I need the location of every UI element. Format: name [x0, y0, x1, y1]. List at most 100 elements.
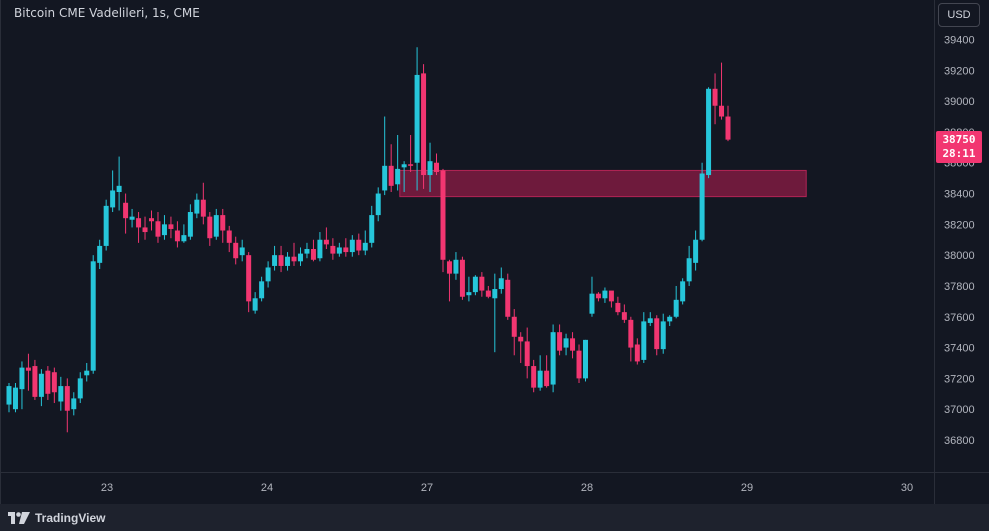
candle-body	[207, 216, 213, 239]
currency-button[interactable]: USD	[938, 3, 980, 27]
candle-body	[434, 162, 440, 172]
candle-body	[226, 230, 232, 243]
candle	[654, 315, 660, 356]
candle-body	[64, 386, 70, 411]
candle	[647, 312, 653, 327]
candle-body	[544, 370, 550, 387]
candle-body	[615, 302, 621, 313]
candle	[291, 242, 297, 266]
candle-body	[466, 292, 472, 296]
tradingview-logo[interactable]: TradingView	[8, 511, 105, 525]
candle	[699, 162, 705, 242]
candle	[563, 333, 569, 356]
candle	[712, 73, 718, 125]
candle-body	[725, 116, 731, 140]
candle	[155, 212, 161, 243]
candle	[226, 225, 232, 253]
candle	[200, 182, 206, 225]
candle	[64, 378, 70, 433]
candle	[343, 238, 349, 257]
candle	[472, 275, 478, 296]
candle	[421, 64, 427, 189]
candle	[58, 376, 64, 411]
candle	[369, 205, 375, 248]
candle	[265, 261, 271, 288]
candle-body	[505, 279, 511, 317]
candle-body	[32, 366, 38, 397]
supply-zone-rectangle[interactable]	[399, 169, 807, 198]
last-price-label: 38750 28:11	[936, 131, 982, 163]
candle	[213, 208, 219, 240]
candle-body	[369, 215, 375, 243]
candle-body	[570, 338, 576, 351]
candle	[272, 245, 278, 271]
candle-body	[440, 170, 446, 260]
y-tick-label: 37200	[944, 373, 975, 385]
y-tick-label: 38000	[944, 250, 975, 262]
candle-body	[427, 161, 433, 176]
candle-body	[194, 199, 200, 214]
candle	[686, 245, 692, 286]
candle-body	[129, 216, 135, 220]
candle	[518, 332, 524, 363]
candle-body	[25, 367, 31, 371]
candle	[570, 332, 576, 359]
candle	[161, 215, 167, 240]
candle	[252, 292, 258, 314]
candle	[589, 276, 595, 317]
candle	[582, 339, 588, 382]
candle	[576, 344, 582, 384]
candle	[693, 230, 699, 271]
candle-body	[259, 281, 265, 299]
candle-body	[38, 373, 44, 397]
candle	[615, 296, 621, 316]
candle	[362, 230, 368, 256]
candle-body	[537, 370, 543, 388]
candle	[220, 208, 226, 243]
last-price-value: 38750	[942, 133, 976, 146]
candle	[259, 276, 265, 302]
candle	[706, 87, 712, 179]
candle-body	[252, 298, 258, 311]
candle-body	[265, 267, 271, 282]
candle-body	[272, 255, 278, 266]
candle-body	[395, 168, 401, 185]
candle	[239, 239, 245, 262]
candle-body	[712, 88, 718, 106]
candle-body	[213, 215, 219, 237]
tradingview-brand: TradingView	[35, 510, 106, 525]
y-tick-label: 36800	[944, 435, 975, 447]
candle	[511, 309, 517, 356]
candle-body	[233, 242, 239, 259]
candle-body	[673, 299, 679, 317]
candle	[524, 327, 530, 379]
candle-body	[485, 290, 491, 297]
candle	[434, 153, 440, 176]
candle-body	[680, 281, 686, 302]
candle	[557, 324, 563, 356]
candle-body	[187, 212, 193, 237]
candle	[356, 233, 362, 256]
candle-body	[660, 321, 666, 350]
candle	[6, 383, 12, 413]
candle-body	[336, 247, 342, 254]
candle-body	[330, 245, 336, 254]
candle	[505, 273, 511, 320]
candle-body	[693, 239, 699, 263]
candle	[550, 324, 556, 393]
candle	[174, 221, 180, 248]
candle	[628, 316, 634, 362]
candle	[634, 338, 640, 365]
candle	[181, 224, 187, 243]
candle-body	[103, 205, 109, 246]
candle-body	[582, 339, 588, 379]
candle-body	[414, 74, 420, 163]
candle	[142, 216, 148, 240]
candle-body	[142, 227, 148, 233]
candle	[459, 256, 465, 300]
candle	[129, 208, 135, 228]
candle-body	[90, 261, 96, 371]
candle	[440, 168, 446, 273]
candle-body	[686, 258, 692, 282]
